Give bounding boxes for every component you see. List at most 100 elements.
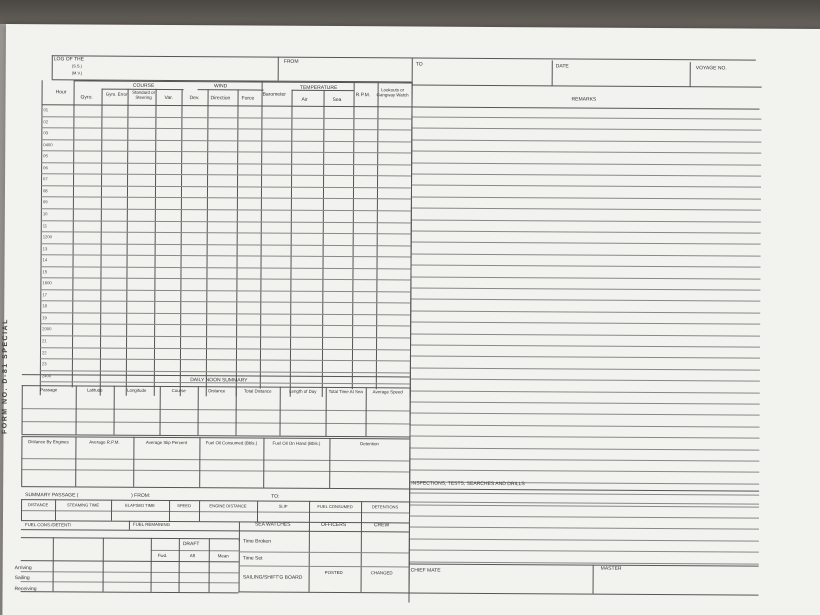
rule-line bbox=[409, 390, 760, 394]
rule-line bbox=[20, 591, 239, 594]
rule-line bbox=[41, 127, 412, 131]
draft-mean: Mean bbox=[217, 553, 229, 559]
time-broken-label: Time Broken bbox=[242, 538, 272, 545]
hour-label: 15 bbox=[42, 268, 48, 274]
rule-line bbox=[409, 367, 760, 371]
rule-line bbox=[410, 310, 761, 314]
ss-label: (S.S.) bbox=[71, 63, 82, 69]
rule-line bbox=[410, 264, 761, 268]
rule-line bbox=[40, 231, 411, 235]
dev-header: Dev. bbox=[189, 95, 200, 102]
rule-line bbox=[40, 219, 411, 223]
rule-line bbox=[41, 104, 760, 110]
noon-summary-cell: Course bbox=[171, 388, 186, 394]
rule-line bbox=[40, 265, 411, 270]
hour-header: Hour bbox=[55, 89, 67, 96]
rule-line bbox=[409, 504, 760, 508]
rule-line bbox=[409, 412, 760, 417]
noon-summary-cell: Average Speed bbox=[372, 389, 403, 395]
column-line bbox=[360, 522, 362, 593]
rule-line bbox=[411, 116, 762, 120]
hour-label: 10 bbox=[42, 211, 48, 217]
rule-line bbox=[409, 401, 760, 405]
rule-line bbox=[20, 529, 409, 533]
column-line bbox=[289, 89, 293, 397]
rule-line bbox=[410, 287, 761, 291]
column-line bbox=[125, 88, 129, 396]
summary-column-label: DISTANCE bbox=[27, 502, 49, 508]
rule-line bbox=[41, 161, 412, 166]
rule-line bbox=[409, 424, 760, 428]
draft-title: DRAFT bbox=[182, 541, 200, 548]
fuel-cons-label: FUEL CONS./DETENT/ bbox=[24, 522, 72, 528]
summary-column-label: ENGINE DISTANCE bbox=[209, 503, 247, 509]
rule-line bbox=[410, 298, 761, 303]
rule-line bbox=[411, 139, 762, 143]
sea-header: Sea bbox=[332, 96, 342, 104]
column-line bbox=[375, 82, 379, 390]
rule-line bbox=[21, 510, 410, 514]
inspections-label: INSPECTIONS, TESTS, SEARCHES AND DRILLS bbox=[411, 480, 525, 488]
rule-line bbox=[410, 207, 761, 211]
column-line bbox=[153, 88, 157, 397]
noon-summary-cell: Length of Day bbox=[289, 388, 317, 394]
rule-line bbox=[410, 321, 761, 325]
rule-line bbox=[409, 435, 760, 439]
noon-summary-cell: Average R.P.M. bbox=[89, 439, 120, 445]
rule-line bbox=[308, 565, 409, 568]
receiving-label: Receiving bbox=[14, 586, 37, 593]
crew-label: CREW bbox=[373, 522, 390, 529]
direction-header: Direction bbox=[210, 95, 231, 102]
column-line bbox=[592, 564, 594, 594]
rule-line bbox=[21, 469, 410, 473]
noon-summary-title: DAILY NOON SUMMARY bbox=[190, 377, 248, 384]
noon-summary-cell: Latitude bbox=[86, 387, 103, 393]
draft-aft: Aft bbox=[189, 553, 196, 559]
rule-line bbox=[409, 355, 760, 360]
hour-label: 11 bbox=[42, 222, 48, 228]
sailing-label: Sailing bbox=[14, 575, 30, 582]
fuel-remaining-label: FUEL REMAINING bbox=[132, 521, 171, 528]
hour-label: 1600 bbox=[42, 280, 52, 286]
summary-column-label: SLIP bbox=[278, 503, 288, 509]
rule-line bbox=[150, 549, 239, 552]
rule-line bbox=[21, 458, 410, 462]
rule-line bbox=[410, 219, 761, 223]
rule-line bbox=[409, 458, 760, 462]
officers-label: OFFICERS bbox=[320, 521, 347, 529]
summary-from-label: ) FROM: bbox=[131, 492, 151, 499]
rule-line bbox=[410, 253, 761, 257]
rule-line bbox=[408, 549, 759, 553]
barometer-header: Barometer bbox=[262, 91, 286, 98]
hour-label: 19 bbox=[42, 315, 47, 321]
noon-summary-cell: Distance bbox=[208, 388, 226, 394]
sea-watches-label: SEA WATCHES bbox=[254, 521, 291, 528]
rule-line bbox=[40, 196, 411, 200]
hour-label: 23 bbox=[41, 361, 47, 367]
standard-steering-header: Standard or Steering bbox=[132, 89, 156, 100]
air-header: Air bbox=[301, 96, 308, 103]
log-of-the-label: LOG OF THE bbox=[53, 56, 85, 63]
rule-line bbox=[410, 333, 761, 337]
hour-label: 14 bbox=[42, 257, 48, 263]
rule-line bbox=[21, 408, 410, 412]
gyro-header: Gyro. bbox=[80, 94, 93, 101]
arriving-label: Arriving bbox=[14, 565, 32, 572]
rule-line bbox=[41, 115, 412, 120]
hour-label: 21 bbox=[42, 338, 47, 344]
summary-column-label: SPEED bbox=[177, 503, 192, 509]
hour-label: 05 bbox=[43, 153, 48, 159]
noon-summary-cell: Passage bbox=[40, 387, 58, 393]
hour-label: 18 bbox=[42, 303, 47, 309]
rule-line bbox=[408, 515, 759, 519]
rule-line bbox=[410, 196, 761, 200]
rule-line bbox=[410, 230, 761, 234]
rule-line bbox=[408, 538, 759, 542]
rule-line bbox=[408, 563, 759, 567]
rule-line bbox=[408, 526, 759, 530]
noon-summary-cell: Fuel Oil On Hand (Bbls.) bbox=[272, 440, 321, 446]
form-number: FORM NO. D-81 SPECIAL bbox=[1, 318, 10, 435]
hour-label: 07 bbox=[43, 176, 48, 182]
gyro-error-header: Gyro. Error bbox=[105, 91, 128, 97]
rule-line bbox=[411, 173, 762, 177]
